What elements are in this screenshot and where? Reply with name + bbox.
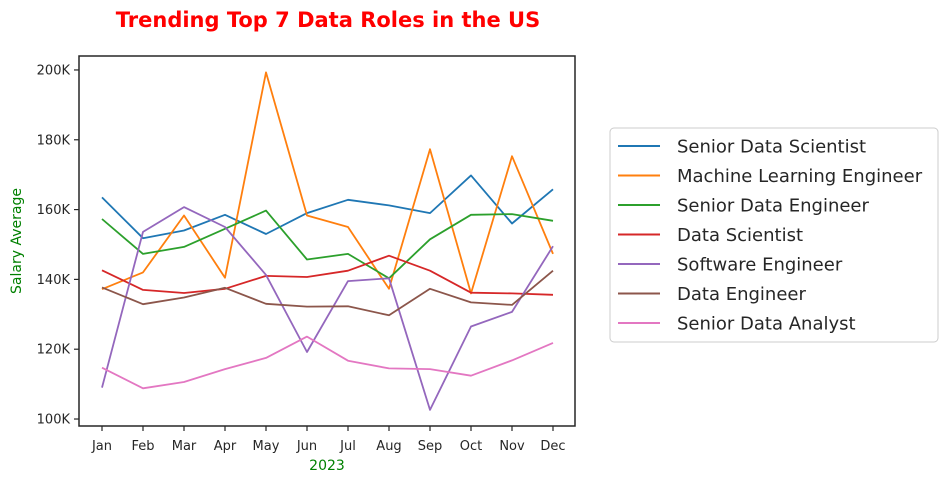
plot-area bbox=[101, 71, 554, 411]
x-tick-label: May bbox=[253, 439, 280, 454]
chart-title: Trending Top 7 Data Roles in the US bbox=[116, 8, 540, 32]
x-tick-label: Apr bbox=[214, 439, 237, 454]
series-line-senior-data-scientist bbox=[101, 174, 554, 240]
series-line-senior-data-engineer bbox=[101, 209, 554, 280]
y-tick-label: 100K bbox=[37, 413, 71, 428]
series-line-senior-data-analyst bbox=[101, 335, 554, 390]
legend-label-machine-learning-engineer: Machine Learning Engineer bbox=[677, 166, 923, 187]
x-tick-label: Mar bbox=[172, 439, 197, 454]
legend-frame bbox=[609, 127, 939, 343]
x-tick-label: Nov bbox=[499, 439, 525, 454]
series-line-data-engineer bbox=[101, 270, 554, 317]
y-axis-label: Salary Average bbox=[9, 188, 25, 294]
plot-frame bbox=[78, 55, 576, 427]
series-line-data-scientist bbox=[101, 254, 554, 296]
y-tick-label: 120K bbox=[37, 343, 71, 358]
y-tick-label: 160K bbox=[37, 203, 71, 218]
legend-label-data-engineer: Data Engineer bbox=[677, 284, 806, 305]
x-tick-label: Sep bbox=[418, 439, 443, 454]
y-tick-label: 200K bbox=[37, 63, 71, 78]
x-tick-label: Feb bbox=[131, 439, 154, 454]
x-tick-label: Aug bbox=[376, 439, 401, 454]
x-tick-label: Jul bbox=[339, 439, 356, 454]
series-line-software-engineer bbox=[101, 206, 554, 411]
x-tick-label: Oct bbox=[460, 439, 482, 454]
y-tick-label: 140K bbox=[37, 273, 71, 288]
x-axis-label: 2023 bbox=[309, 458, 345, 474]
legend-label-senior-data-engineer: Senior Data Engineer bbox=[677, 196, 870, 217]
x-axis: Jan Feb Mar Apr May Jun Jul Aug Sep Oct Nov Dec bbox=[91, 426, 566, 454]
legend-label-data-scientist: Data Scientist bbox=[677, 225, 803, 246]
x-tick-label: Jan bbox=[91, 439, 112, 454]
legend-label-senior-data-analyst: Senior Data Analyst bbox=[677, 314, 856, 335]
legend: Senior Data Scientist Machine Learning En… bbox=[609, 127, 939, 343]
legend-label-senior-data-scientist: Senior Data Scientist bbox=[677, 137, 866, 158]
legend-items: Senior Data Scientist Machine Learning En… bbox=[618, 137, 923, 335]
series-line-machine-learning-engineer bbox=[101, 71, 554, 295]
legend-label-software-engineer: Software Engineer bbox=[677, 255, 843, 276]
x-tick-label: Jun bbox=[296, 439, 317, 454]
x-tick-label: Dec bbox=[540, 439, 565, 454]
y-axis: 100K 120K 140K 160K 180K 200K bbox=[37, 63, 79, 428]
y-tick-label: 180K bbox=[37, 133, 71, 148]
